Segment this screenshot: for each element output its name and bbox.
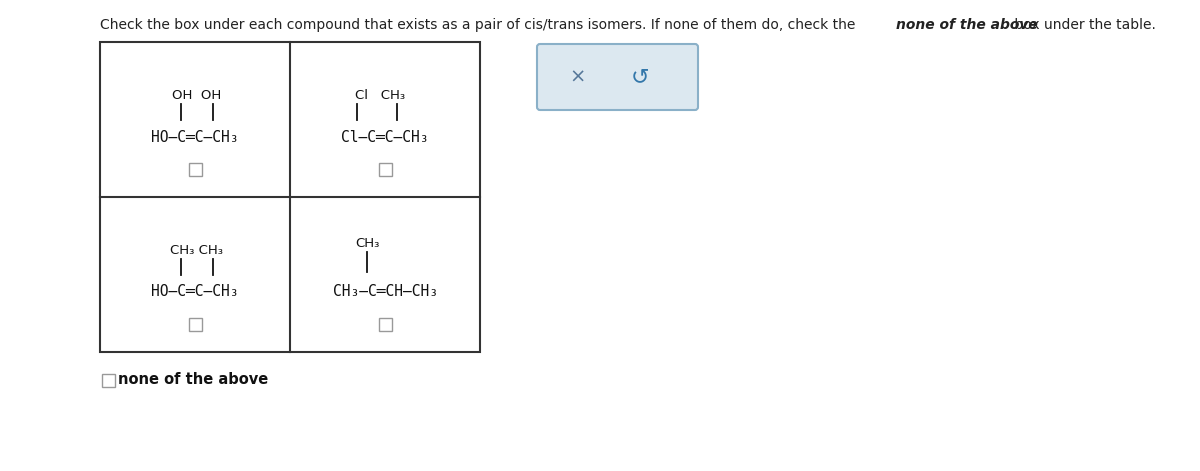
- Text: ×: ×: [570, 67, 586, 87]
- Bar: [100, 42, 480, 352]
- Text: HO—C═C—CH₃: HO—C═C—CH₃: [151, 130, 239, 145]
- Bar: [378, 162, 391, 176]
- Text: none of the above: none of the above: [896, 18, 1038, 32]
- Text: box under the table.: box under the table.: [1010, 18, 1156, 32]
- Text: OH  OH: OH OH: [173, 89, 222, 102]
- Bar: [378, 317, 391, 331]
- Text: ↺: ↺: [631, 67, 649, 87]
- Text: CH₃ CH₃: CH₃ CH₃: [170, 244, 223, 257]
- Text: CH₃—C═CH—CH₃: CH₃—C═CH—CH₃: [332, 284, 438, 300]
- Text: Cl—C═C—CH₃: Cl—C═C—CH₃: [341, 130, 428, 145]
- FancyBboxPatch shape: [538, 44, 698, 110]
- Text: CH₃: CH₃: [355, 237, 379, 250]
- Text: none of the above: none of the above: [118, 373, 269, 388]
- Text: Check the box under each compound that exists as a pair of cis/trans isomers. If: Check the box under each compound that e…: [100, 18, 859, 32]
- Bar: [102, 374, 114, 387]
- Text: Cl   CH₃: Cl CH₃: [355, 89, 406, 102]
- Bar: [188, 162, 202, 176]
- Bar: [188, 317, 202, 331]
- Text: HO—C═C—CH₃: HO—C═C—CH₃: [151, 284, 239, 300]
